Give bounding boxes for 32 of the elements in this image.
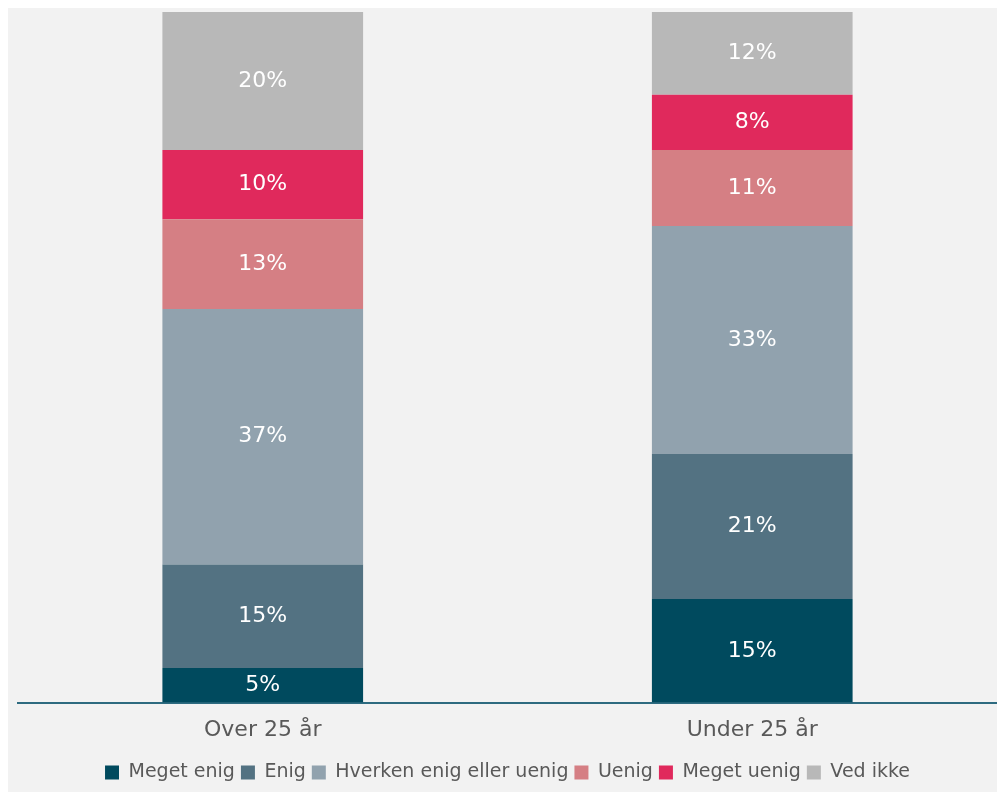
data-label: 5% — [245, 671, 281, 697]
legend-label: Enig — [264, 759, 306, 782]
x-tick-label: Under 25 år — [686, 715, 819, 741]
data-label: 12% — [727, 39, 777, 65]
legend-label: Uenig — [597, 759, 653, 782]
data-label: 15% — [238, 601, 288, 627]
data-label: 8% — [734, 108, 770, 134]
bar — [162, 150, 364, 220]
legend-label: Hverken enig eller uenig — [335, 759, 569, 782]
bar — [651, 599, 853, 703]
data-label: 10% — [238, 170, 288, 196]
data-label: 20% — [238, 66, 288, 92]
bar — [162, 668, 364, 703]
legend-label: Meget uenig — [682, 759, 801, 782]
legend-label: Meget enig — [128, 759, 235, 782]
bar — [162, 564, 364, 669]
bar — [162, 308, 364, 565]
bar — [162, 12, 364, 151]
legend-label: Ved ikke — [830, 759, 910, 782]
x-tick-label: Over 25 år — [204, 715, 323, 741]
bar — [651, 226, 853, 454]
bar — [651, 150, 853, 227]
data-label: 15% — [727, 636, 777, 662]
data-label: 11% — [727, 173, 777, 199]
data-label: 13% — [238, 249, 288, 275]
bar — [651, 453, 853, 600]
bar — [651, 94, 853, 151]
bar — [651, 12, 853, 95]
bar — [162, 219, 364, 309]
data-label: 37% — [238, 422, 288, 448]
data-label: 21% — [727, 512, 777, 538]
data-label: 33% — [727, 325, 777, 351]
